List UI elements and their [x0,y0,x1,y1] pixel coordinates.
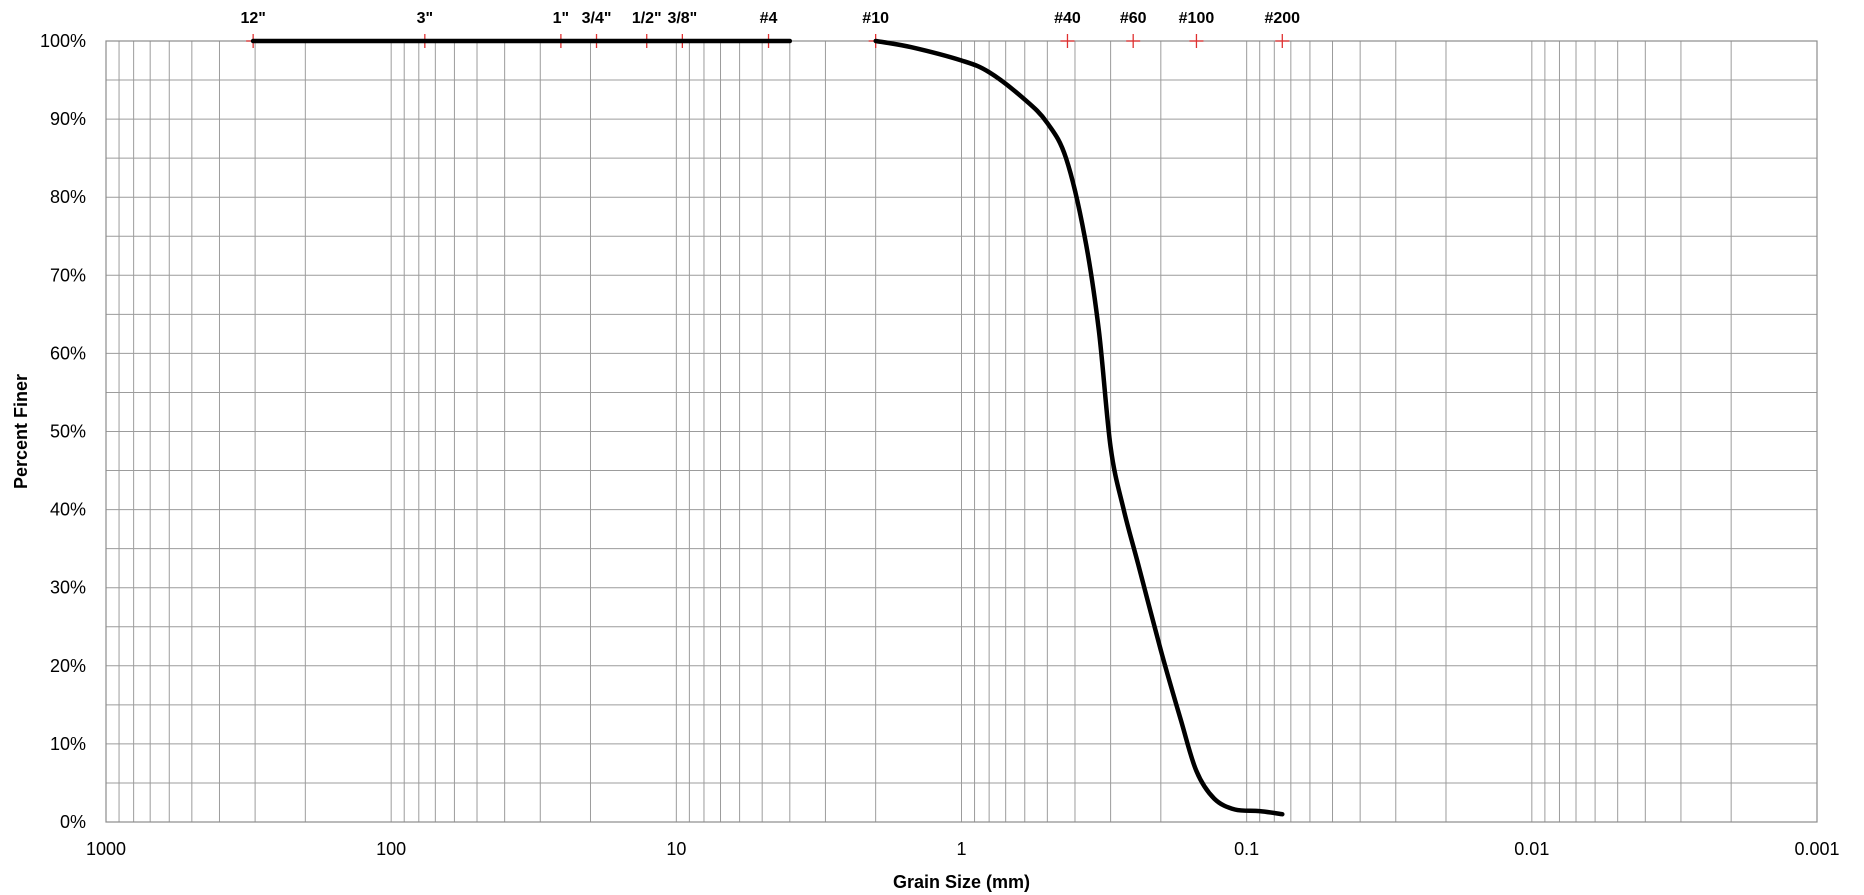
gradation-curve [873,38,1285,817]
sieve-label: #100 [1179,10,1215,27]
y-tick-label: 40% [50,500,86,520]
x-tick-label: 0.001 [1794,839,1839,859]
y-tick-labels: 0% 10% 20% 30% 40% 50% 60% 70% 80% 90% 100% [40,31,86,832]
sieve-markers: 12" 3" 1" 3/4" 1/2" 3/8" #4 #10 #40 #60 #100 #200 [240,10,1300,48]
sieve-label: 1" [553,10,569,27]
y-tick-label: 10% [50,734,86,754]
x-tick-labels: 1000 100 10 1 0.1 0.01 0.001 [86,839,1840,859]
curve-layer [250,38,1285,817]
sieve-label: #200 [1264,10,1300,27]
plot-frame [105,40,1818,823]
y-tick-label: 80% [50,187,86,207]
x-tick-label: 100 [376,839,406,859]
y-tick-label: 70% [50,265,86,285]
y-tick-label: 100% [40,31,86,51]
x-tick-label: 1 [956,839,966,859]
sieve-label: #40 [1054,10,1081,27]
x-tick-label: 0.01 [1514,839,1549,859]
x-tick-label: 10 [666,839,686,859]
sieve-label: 3/8" [667,10,697,27]
y-tick-label: 30% [50,578,86,598]
x-tick-label: 0.1 [1234,839,1259,859]
sieve-label: #10 [862,10,889,27]
sieve-label: #60 [1120,10,1147,27]
sieve-label: 3/4" [582,10,612,27]
x-axis-title: Grain Size (mm) [893,872,1030,892]
sieve-label: 1/2" [632,10,662,27]
y-tick-label: 90% [50,109,86,129]
sieve-label: 12" [240,10,265,27]
sieve-label: #4 [760,10,778,27]
sieve-label: 3" [417,10,433,27]
grid-layer [106,40,1818,823]
y-axis-title: Percent Finer [11,374,31,489]
x-tick-label: 1000 [86,839,126,859]
y-tick-label: 60% [50,343,86,363]
y-tick-label: 0% [60,812,86,832]
y-tick-label: 20% [50,656,86,676]
y-tick-label: 50% [50,422,86,442]
